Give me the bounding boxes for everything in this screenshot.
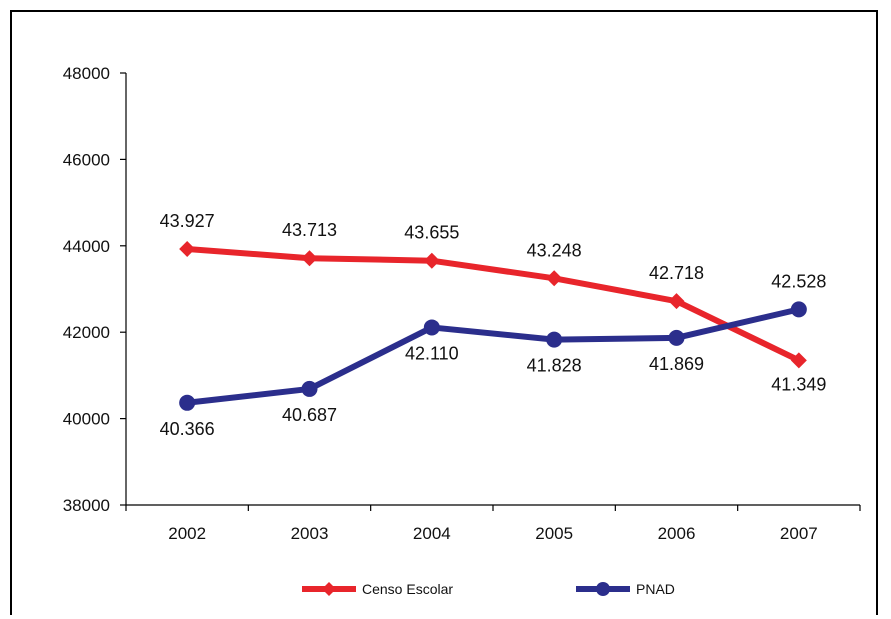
- y-tick-label: 40000: [63, 410, 110, 429]
- data-point-censo-escolar: [668, 293, 685, 310]
- data-point-pnad: [179, 394, 196, 411]
- legend-label: Censo Escolar: [362, 581, 453, 597]
- series-line-censo-escolar: [186, 245, 801, 364]
- data-point-pnad: [546, 331, 563, 348]
- data-point-pnad: [301, 380, 318, 397]
- x-tick-label: 2003: [291, 524, 329, 543]
- x-tick-label: 2005: [535, 524, 573, 543]
- data-point-pnad: [668, 329, 685, 346]
- data-point-pnad: [423, 319, 440, 336]
- data-label: 43.927: [160, 211, 215, 231]
- legend-label: PNAD: [636, 581, 675, 597]
- data-point-censo-escolar: [790, 352, 807, 369]
- data-label: 41.869: [649, 354, 704, 374]
- y-tick-label: 48000: [63, 64, 110, 83]
- x-tick-label: 2002: [168, 524, 206, 543]
- data-label: 43.713: [282, 220, 337, 240]
- data-label: 40.366: [160, 419, 215, 439]
- legend-marker: [596, 582, 610, 596]
- x-tick-label: 2004: [413, 524, 451, 543]
- data-point-censo-escolar: [179, 240, 196, 257]
- data-point-censo-escolar: [546, 270, 563, 287]
- data-label: 42.718: [649, 263, 704, 283]
- legend-marker: [322, 582, 336, 596]
- y-tick-label: 42000: [63, 323, 110, 342]
- y-tick-label: 46000: [63, 150, 110, 169]
- data-label: 43.248: [527, 240, 582, 260]
- series-line-pnad: [186, 306, 800, 406]
- data-point-pnad: [790, 301, 807, 318]
- data-label: 40.687: [282, 405, 337, 425]
- data-point-censo-escolar: [301, 250, 318, 267]
- data-label: 41.828: [527, 356, 582, 376]
- y-tick-label: 44000: [63, 237, 110, 256]
- y-tick-label: 38000: [63, 496, 110, 515]
- x-tick-label: 2007: [780, 524, 818, 543]
- x-tick-label: 2006: [658, 524, 696, 543]
- data-label: 41.349: [771, 374, 826, 394]
- data-label: 42.528: [771, 271, 826, 291]
- data-label: 43.655: [404, 223, 459, 243]
- data-point-censo-escolar: [423, 252, 440, 269]
- data-label: 42.110: [405, 343, 459, 363]
- chart-frame: [10, 10, 878, 615]
